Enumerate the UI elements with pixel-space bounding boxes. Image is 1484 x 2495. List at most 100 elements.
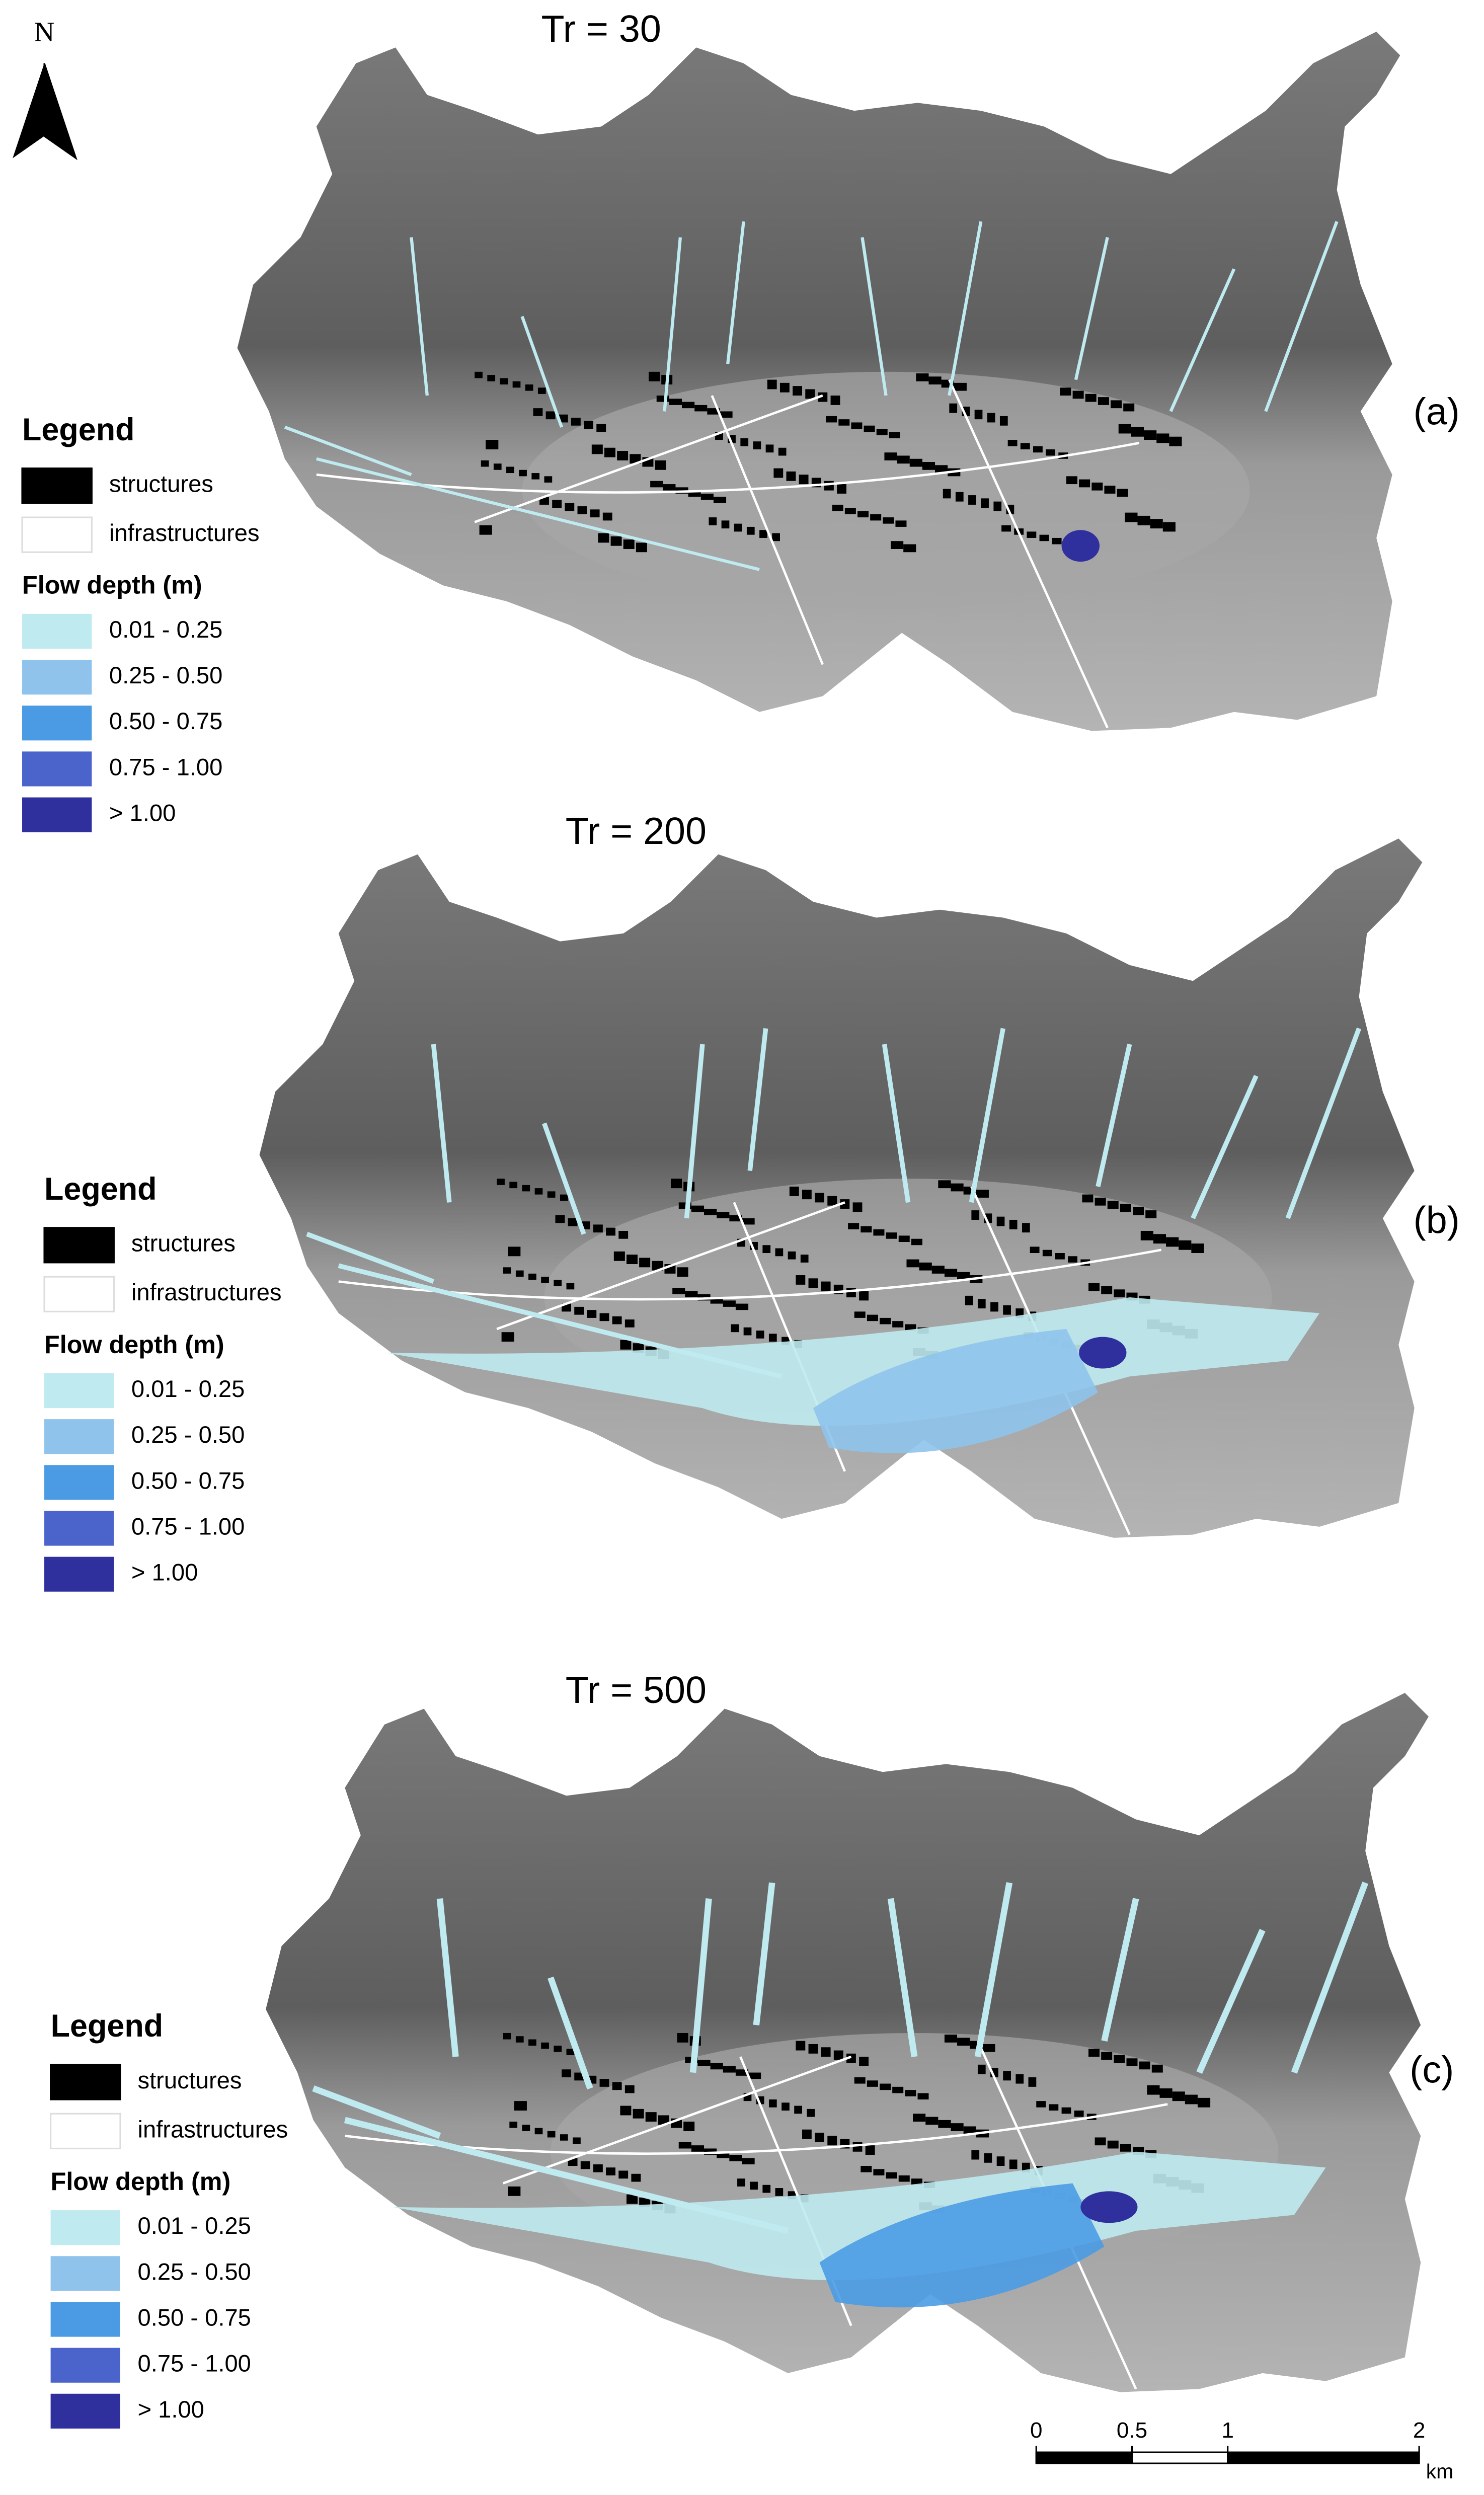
structure — [944, 1269, 958, 1277]
structure — [704, 1208, 717, 1215]
scale-bar: 0 0.5 1 2km — [1030, 2418, 1453, 2483]
map-panel — [237, 31, 1400, 731]
structure — [750, 2181, 758, 2190]
structure — [821, 2047, 831, 2057]
structure — [577, 506, 587, 514]
structure — [630, 454, 641, 464]
structure — [838, 419, 850, 426]
legend-swatch — [22, 751, 92, 787]
structure — [537, 387, 546, 394]
structure — [968, 495, 976, 505]
structure — [587, 1310, 597, 1318]
structure — [779, 382, 790, 393]
structure — [765, 444, 774, 453]
structure — [768, 2099, 777, 2108]
structure — [775, 1248, 784, 1257]
structure — [591, 444, 603, 454]
structure — [1123, 403, 1135, 412]
structure — [808, 1278, 818, 1288]
legend-swatch — [50, 2302, 120, 2337]
structure — [873, 2169, 885, 2175]
structure — [867, 1314, 878, 1321]
structure — [506, 466, 514, 474]
structure — [870, 514, 882, 521]
structure — [1028, 2077, 1037, 2087]
stream — [520, 316, 564, 428]
structure — [626, 2194, 638, 2204]
structure — [897, 455, 910, 464]
structure — [886, 1232, 897, 1239]
urban-area — [522, 371, 1250, 609]
legend-swatch — [22, 613, 92, 649]
structure — [612, 1316, 622, 1324]
structure — [854, 2077, 866, 2084]
structure — [830, 395, 840, 405]
road — [345, 2040, 1168, 2390]
legend-label: 0.50 - 0.75 — [138, 2304, 251, 2330]
structure — [1117, 489, 1128, 497]
legend-swatch — [50, 2064, 121, 2100]
flood-low — [386, 1297, 1320, 1426]
stream — [882, 1044, 911, 1203]
structure — [531, 473, 540, 480]
structure — [533, 408, 543, 416]
panel-label: (c) — [1410, 2048, 1454, 2090]
legend-label: infrastructures — [138, 2116, 288, 2142]
structure — [938, 1180, 951, 1189]
stream — [747, 1028, 768, 1172]
structure — [599, 2079, 609, 2087]
structure — [833, 2050, 843, 2060]
legend-swatch — [44, 1465, 114, 1500]
legend-label: 0.25 - 0.50 — [131, 1421, 245, 1448]
legend-label: structures — [109, 471, 213, 497]
structure — [1144, 430, 1157, 440]
legend-label: 0.75 - 1.00 — [109, 753, 222, 780]
structure — [1111, 400, 1122, 409]
structure — [528, 2039, 536, 2046]
structure — [552, 500, 562, 508]
structure — [593, 2164, 603, 2172]
structure — [1114, 1289, 1125, 1298]
stream — [542, 1122, 586, 1235]
legend-label: > 1.00 — [131, 1559, 198, 1586]
north-arrow: N — [13, 17, 77, 161]
structure — [746, 526, 755, 535]
stream — [1291, 1882, 1369, 2074]
structure — [677, 1267, 688, 1277]
structure — [1046, 449, 1055, 456]
legend-swatch — [44, 1373, 114, 1409]
legend-label: infrastructures — [109, 519, 260, 546]
structure — [598, 533, 609, 543]
legend: Legend structures infrastructures Flow dept… — [43, 1172, 282, 1592]
panel-label: (a) — [1414, 391, 1460, 433]
structure — [916, 373, 929, 381]
structure — [509, 1182, 518, 1189]
structure — [1101, 1286, 1113, 1294]
structure — [1153, 1234, 1166, 1244]
structure — [1107, 2140, 1119, 2149]
structure — [851, 422, 863, 429]
structure — [788, 1251, 796, 1260]
structure — [649, 371, 660, 381]
structure — [743, 1327, 752, 1336]
structure — [957, 2038, 970, 2046]
structure — [620, 1340, 632, 1350]
structure — [782, 2102, 790, 2111]
legend-label: 0.75 - 1.00 — [131, 1513, 245, 1539]
map-panel — [266, 1693, 1429, 2392]
panel-title: Tr = 30 — [541, 8, 661, 50]
structure — [475, 371, 483, 378]
structure — [508, 1246, 521, 1257]
structure — [762, 2185, 771, 2193]
structure — [541, 2042, 549, 2049]
structure — [859, 2057, 869, 2066]
structure — [1125, 512, 1138, 522]
structure — [486, 440, 499, 449]
structure — [848, 1223, 860, 1229]
structure — [1147, 2085, 1160, 2095]
structure — [593, 1224, 603, 1233]
structure — [512, 381, 521, 388]
structure — [922, 462, 935, 470]
structure — [898, 1235, 910, 1242]
structure — [1088, 2049, 1100, 2057]
